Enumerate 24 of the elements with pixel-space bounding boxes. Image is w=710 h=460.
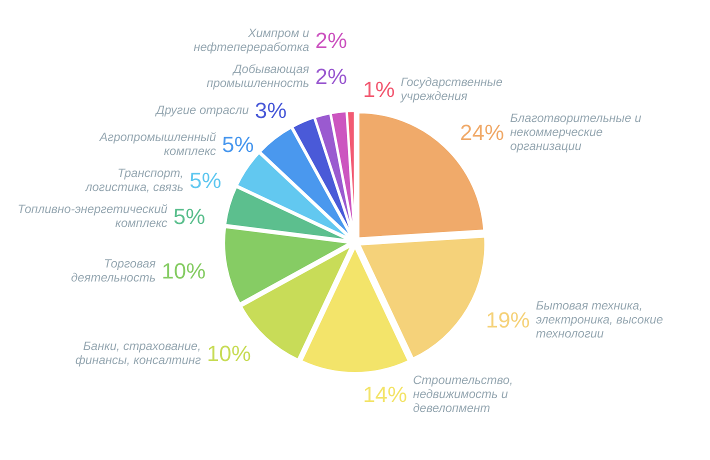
data-label: 5% <box>189 168 222 194</box>
data-label: 2% <box>315 28 347 54</box>
slice-label: Государственные учреждения <box>400 75 503 104</box>
slice-label: Другие отрасли <box>154 103 250 118</box>
data-label: 5% <box>173 204 206 230</box>
slice-label: Банки, страхование, финансы, консалтинг <box>75 338 201 367</box>
data-label: 24% <box>460 120 504 146</box>
data-label: 1% <box>363 77 395 102</box>
data-label: 10% <box>206 340 251 366</box>
slice-label: Топливно-энергетический комплекс <box>18 202 168 230</box>
slice-label: Агропромышленный комплекс <box>98 130 216 158</box>
slice-label: Химпром и нефтепереработка <box>194 26 310 54</box>
data-label: 10% <box>162 258 206 284</box>
slice-label: Строительство, недвижимость и девелопмент <box>413 373 513 415</box>
data-label: 3% <box>254 98 287 124</box>
data-label: 5% <box>222 132 254 158</box>
slice-label: Добывающая промышленность <box>206 62 310 90</box>
slice-label: Транспорт, логистика, связь <box>84 166 184 194</box>
slice-label: Торговая деятельность <box>71 256 156 284</box>
slice-label: Бытовая техника, электроника, высокие технологии <box>536 298 664 340</box>
data-label: 2% <box>315 64 347 90</box>
slice-label: Благотворительные и некоммерческие организации <box>510 111 642 154</box>
data-label: 14% <box>363 382 408 407</box>
data-label: 19% <box>486 307 530 332</box>
